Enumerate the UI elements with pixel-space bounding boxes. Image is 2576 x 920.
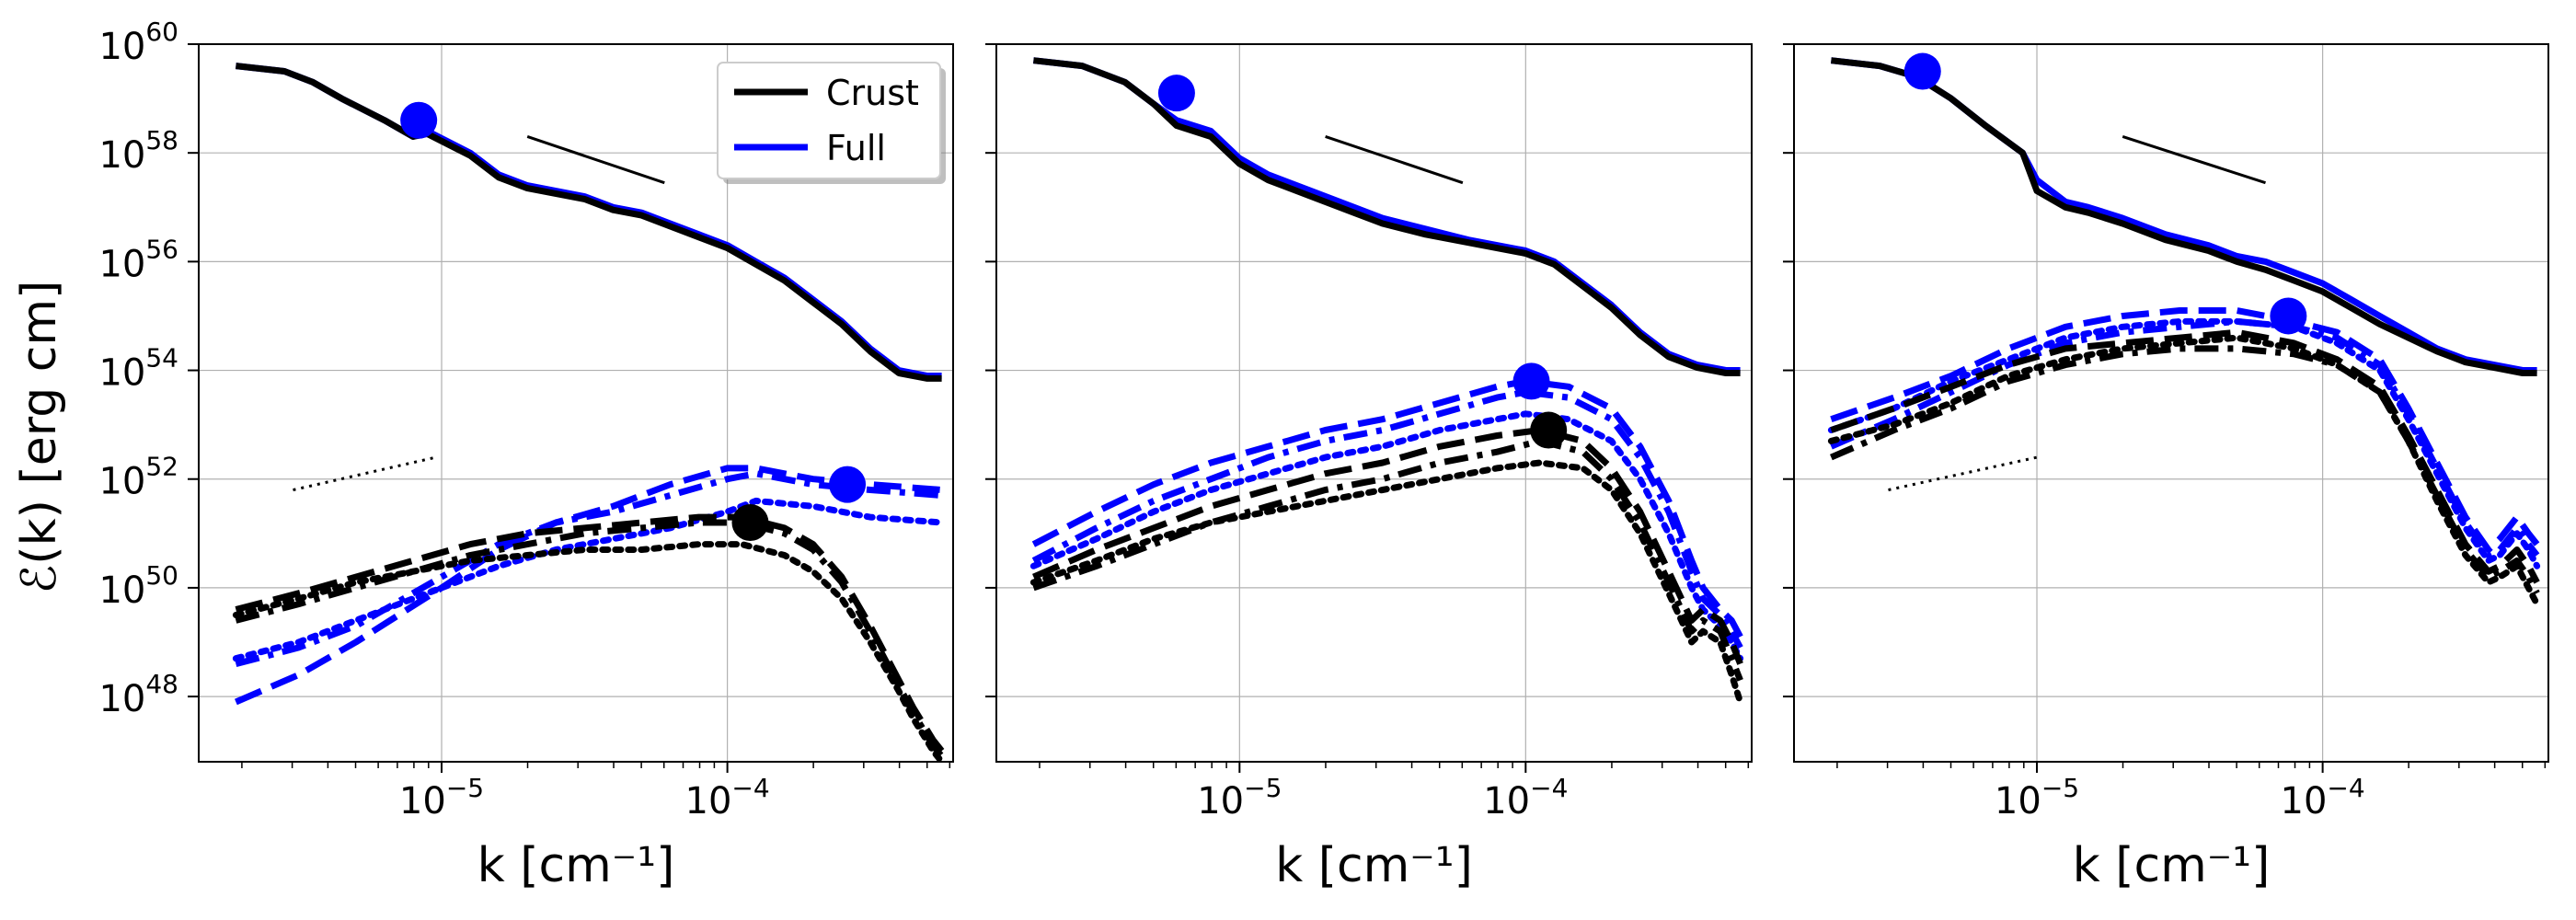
reference-line-solid	[1325, 135, 1464, 185]
y-tick-base: 10	[98, 243, 145, 285]
x-tick-base: 10	[399, 780, 446, 822]
y-tick-base: 10	[98, 352, 145, 395]
y-tick-base: 10	[98, 569, 145, 612]
series-line-full-dotted	[232, 497, 946, 662]
legend-label: Crust	[826, 73, 919, 113]
series-line-full-total	[1033, 57, 1741, 374]
series-line-full-dash-dot	[1830, 317, 2540, 558]
x-tick-exp: −4	[731, 773, 769, 803]
x-axis-label: k [cm⁻¹]	[1275, 838, 1473, 893]
reference-line-solid	[526, 135, 665, 185]
series-line-crust-dashed	[1830, 328, 2540, 584]
x-tick-label: 10−5	[399, 773, 484, 822]
x-tick-base: 10	[685, 780, 732, 822]
y-tick-label: 1052	[98, 452, 178, 503]
x-tick-exp: −5	[2041, 773, 2079, 803]
y-tick-label: 1050	[98, 560, 178, 612]
y-tick-label: 1058	[98, 125, 178, 177]
series-line-crust-total	[236, 63, 942, 382]
y-axis-label: ℰ(k) [erg cm]	[12, 281, 67, 594]
x-tick-label: 10−5	[1197, 773, 1282, 822]
peak-marker	[731, 504, 769, 541]
reference-line-dotted	[293, 455, 437, 492]
y-tick-base: 10	[98, 461, 145, 503]
legend: Crust Full	[717, 62, 946, 184]
x-axis-label: k [cm⁻¹]	[477, 838, 675, 893]
y-tick-label: 1054	[98, 343, 178, 395]
peak-marker	[1512, 362, 1550, 400]
peak-marker	[400, 101, 438, 139]
x-tick-base: 10	[1483, 780, 1530, 822]
reference-line-dotted	[1888, 455, 2038, 492]
series-line-full-dotted	[1029, 410, 1744, 662]
peak-marker	[829, 466, 867, 503]
series-line-crust-dotted	[1827, 334, 2541, 608]
y-tick-base: 10	[98, 678, 145, 720]
y-tick-base: 10	[98, 134, 145, 177]
peak-marker	[1903, 52, 1941, 90]
axes-frame	[1793, 43, 2549, 763]
x-tick-label: 10−4	[1483, 773, 1568, 822]
x-tick-label: 10−5	[1995, 773, 2079, 822]
series-line-crust-dash-dot	[1032, 437, 1743, 682]
legend-label: Full	[826, 128, 886, 168]
y-tick-exp: 58	[145, 125, 178, 155]
peak-marker	[1157, 75, 1195, 112]
x-axis-label: k [cm⁻¹]	[2073, 838, 2271, 893]
series-line-full-dashed	[1830, 307, 2540, 553]
y-tick-exp: 48	[145, 669, 178, 699]
panel-2: 10−5 10−4k [cm⁻¹]	[985, 43, 1753, 893]
x-tick-exp: −5	[1244, 773, 1282, 803]
series-layer	[1827, 52, 2541, 608]
y-tick-exp: 54	[145, 343, 178, 374]
axes-frame	[995, 43, 1753, 763]
y-tick-base: 10	[98, 26, 145, 68]
y-tick-label: 1048	[98, 669, 178, 720]
x-tick-exp: −4	[1530, 773, 1568, 803]
peak-marker	[1530, 411, 1568, 449]
x-tick-label: 10−4	[2281, 773, 2365, 822]
x-tick-base: 10	[1995, 780, 2041, 822]
x-tick-exp: −4	[2327, 773, 2364, 803]
series-line-full-dashed	[235, 465, 942, 706]
peak-marker	[2270, 297, 2307, 335]
series-line-crust-dash-dot	[235, 519, 945, 759]
x-tick-base: 10	[1197, 780, 1244, 822]
y-tick-exp: 56	[145, 234, 178, 264]
series-line-full-dash-dot	[1031, 388, 1743, 650]
x-tick-label: 10−4	[685, 773, 770, 822]
x-tick-base: 10	[2281, 780, 2328, 822]
series-line-crust-dotted	[232, 541, 946, 762]
panel-3: 10−5 10−4k [cm⁻¹]	[1783, 43, 2549, 893]
reference-line-solid	[2122, 135, 2266, 185]
x-tick-exp: −5	[446, 773, 484, 803]
series-layer	[232, 63, 946, 762]
series-line-full-dotted	[1827, 317, 2541, 569]
y-tick-exp: 52	[145, 452, 178, 482]
y-tick-exp: 60	[145, 17, 178, 47]
y-tick-label: 1060	[98, 17, 178, 68]
y-tick-label: 1056	[98, 234, 178, 285]
axes-frame	[198, 43, 954, 763]
series-line-crust-dotted	[1029, 459, 1744, 706]
series-layer	[1029, 57, 1744, 706]
series-line-crust-total	[1033, 57, 1741, 376]
y-tick-exp: 50	[145, 560, 178, 591]
series-line-crust-total	[1831, 57, 2537, 376]
